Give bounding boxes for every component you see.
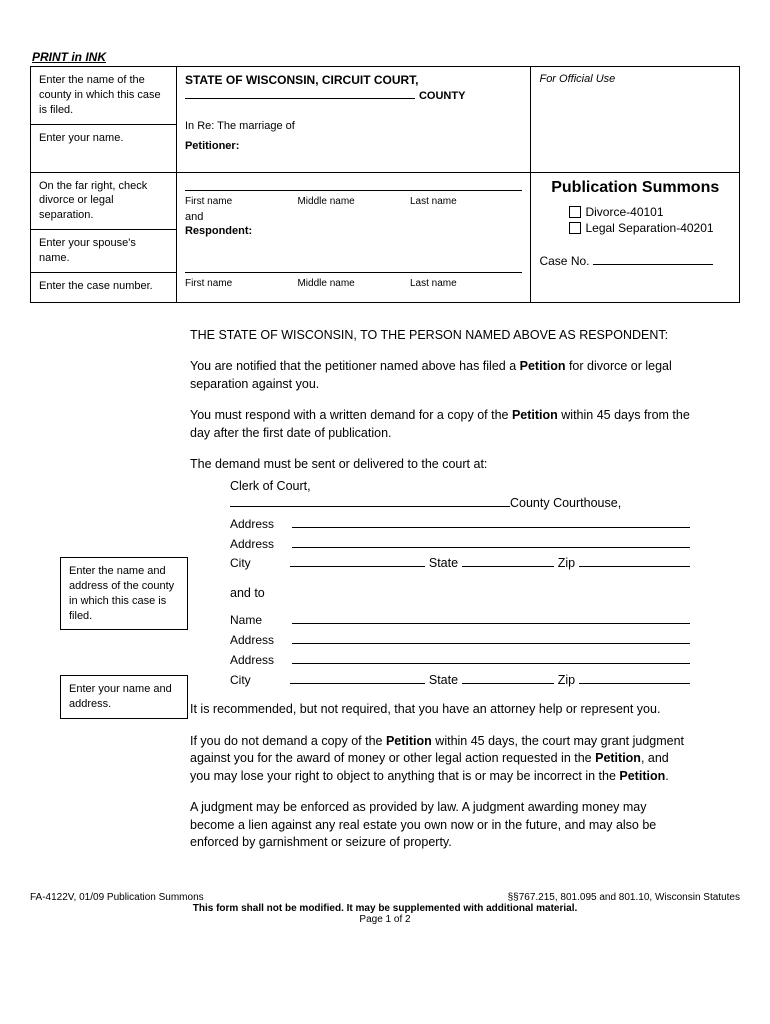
checkbox-icon[interactable]: [569, 206, 581, 218]
and-to-label: and to: [230, 585, 690, 603]
pet-state-field[interactable]: [462, 672, 554, 684]
in-re: In Re: The marriage of: [185, 120, 523, 132]
address-label: Address: [230, 536, 292, 553]
respondent-name-field[interactable]: [185, 261, 523, 273]
pet-city-field[interactable]: [290, 672, 425, 684]
and-label: and: [185, 211, 523, 223]
footer-left: FA-4122V, 01/09 Publication Summons: [30, 892, 204, 903]
respondent-label: Respondent:: [185, 225, 523, 237]
zip-label: Zip: [558, 555, 575, 573]
city-label: City: [230, 555, 290, 572]
state-label: State: [429, 555, 458, 573]
p5: It is recommended, but not required, tha…: [190, 701, 690, 719]
publication-summons-title: Publication Summons: [539, 179, 731, 197]
court-caption-cell: STATE OF WISCONSIN, CIRCUIT COURT, COUNT…: [176, 67, 531, 173]
address-label: Address: [230, 632, 292, 649]
instr-check-type: On the far right, check divorce or legal…: [31, 172, 177, 230]
pet-address2-field[interactable]: [292, 652, 690, 664]
zip-label: Zip: [558, 672, 575, 690]
county-suffix: COUNTY: [419, 90, 465, 102]
county-blank[interactable]: [185, 87, 415, 99]
pet-address1-field[interactable]: [292, 632, 690, 644]
names-cell: First name Middle name Last name and Res…: [176, 172, 531, 302]
court-address-block: Clerk of Court, County Courthouse, Addre…: [230, 478, 690, 573]
address-label: Address: [230, 516, 292, 533]
petitioner-name-field2[interactable]: [292, 612, 690, 624]
instr-your-addr: Enter your name and address.: [60, 675, 188, 719]
instr-case-number: Enter the case number.: [31, 272, 177, 302]
official-use-cell: For Official Use: [531, 67, 740, 173]
petitioner-name-labels: First name Middle name Last name: [185, 196, 523, 207]
court-title: STATE OF WISCONSIN, CIRCUIT COURT,: [185, 73, 523, 87]
address-label: Address: [230, 652, 292, 669]
p7: A judgment may be enforced as provided b…: [190, 799, 690, 852]
county-courthouse-label: County Courthouse,: [510, 495, 621, 513]
petitioner-address-block: and to Name Address Address City State Z…: [230, 585, 690, 689]
checkbox-icon[interactable]: [569, 222, 581, 234]
court-address1-field[interactable]: [292, 516, 690, 528]
official-use: For Official Use: [539, 73, 731, 85]
court-state-field[interactable]: [462, 555, 554, 567]
name-label: Name: [230, 612, 292, 629]
footer-center: This form shall not be modified. It may …: [30, 903, 740, 914]
instr-county: Enter the name of the county in which th…: [31, 67, 177, 125]
instr-county-addr: Enter the name and address of the county…: [60, 557, 188, 630]
clerk-label: Clerk of Court,: [230, 478, 690, 496]
court-address2-field[interactable]: [292, 536, 690, 548]
footer-page: Page 1 of 2: [30, 914, 740, 925]
respondent-name-labels: First name Middle name Last name: [185, 278, 523, 289]
footer-right: §§767.215, 801.095 and 801.10, Wisconsin…: [508, 892, 740, 903]
p4: The demand must be sent or delivered to …: [190, 456, 690, 474]
page-footer: FA-4122V, 01/09 Publication Summons §§76…: [30, 892, 740, 925]
summons-cell: Publication Summons Divorce-40101 Legal …: [531, 172, 740, 302]
divorce-option[interactable]: Divorce-40101: [569, 205, 731, 219]
court-city-field[interactable]: [290, 555, 425, 567]
separation-label: Legal Separation-40201: [585, 221, 713, 235]
petitioner-label: Petitioner:: [185, 140, 523, 152]
header-table: Enter the name of the county in which th…: [30, 66, 740, 303]
petitioner-name-field[interactable]: [185, 179, 523, 191]
p2: You are notified that the petitioner nam…: [190, 358, 690, 393]
case-no-row: Case No.: [539, 253, 731, 268]
body-content: THE STATE OF WISCONSIN, TO THE PERSON NA…: [190, 327, 690, 852]
divorce-label: Divorce-40101: [585, 205, 663, 219]
p3: You must respond with a written demand f…: [190, 407, 690, 442]
p1: THE STATE OF WISCONSIN, TO THE PERSON NA…: [190, 327, 690, 345]
case-no-field[interactable]: [593, 253, 713, 265]
state-label: State: [429, 672, 458, 690]
county-name-field[interactable]: [230, 495, 510, 507]
instr-your-name: Enter your name.: [31, 124, 177, 172]
print-in-ink: PRINT in INK: [32, 50, 740, 64]
separation-option[interactable]: Legal Separation-40201: [569, 221, 731, 235]
pet-zip-field[interactable]: [579, 672, 690, 684]
p6: If you do not demand a copy of the Petit…: [190, 733, 690, 786]
instr-spouse-name: Enter your spouse's name.: [31, 230, 177, 273]
city-label: City: [230, 672, 290, 689]
court-zip-field[interactable]: [579, 555, 690, 567]
